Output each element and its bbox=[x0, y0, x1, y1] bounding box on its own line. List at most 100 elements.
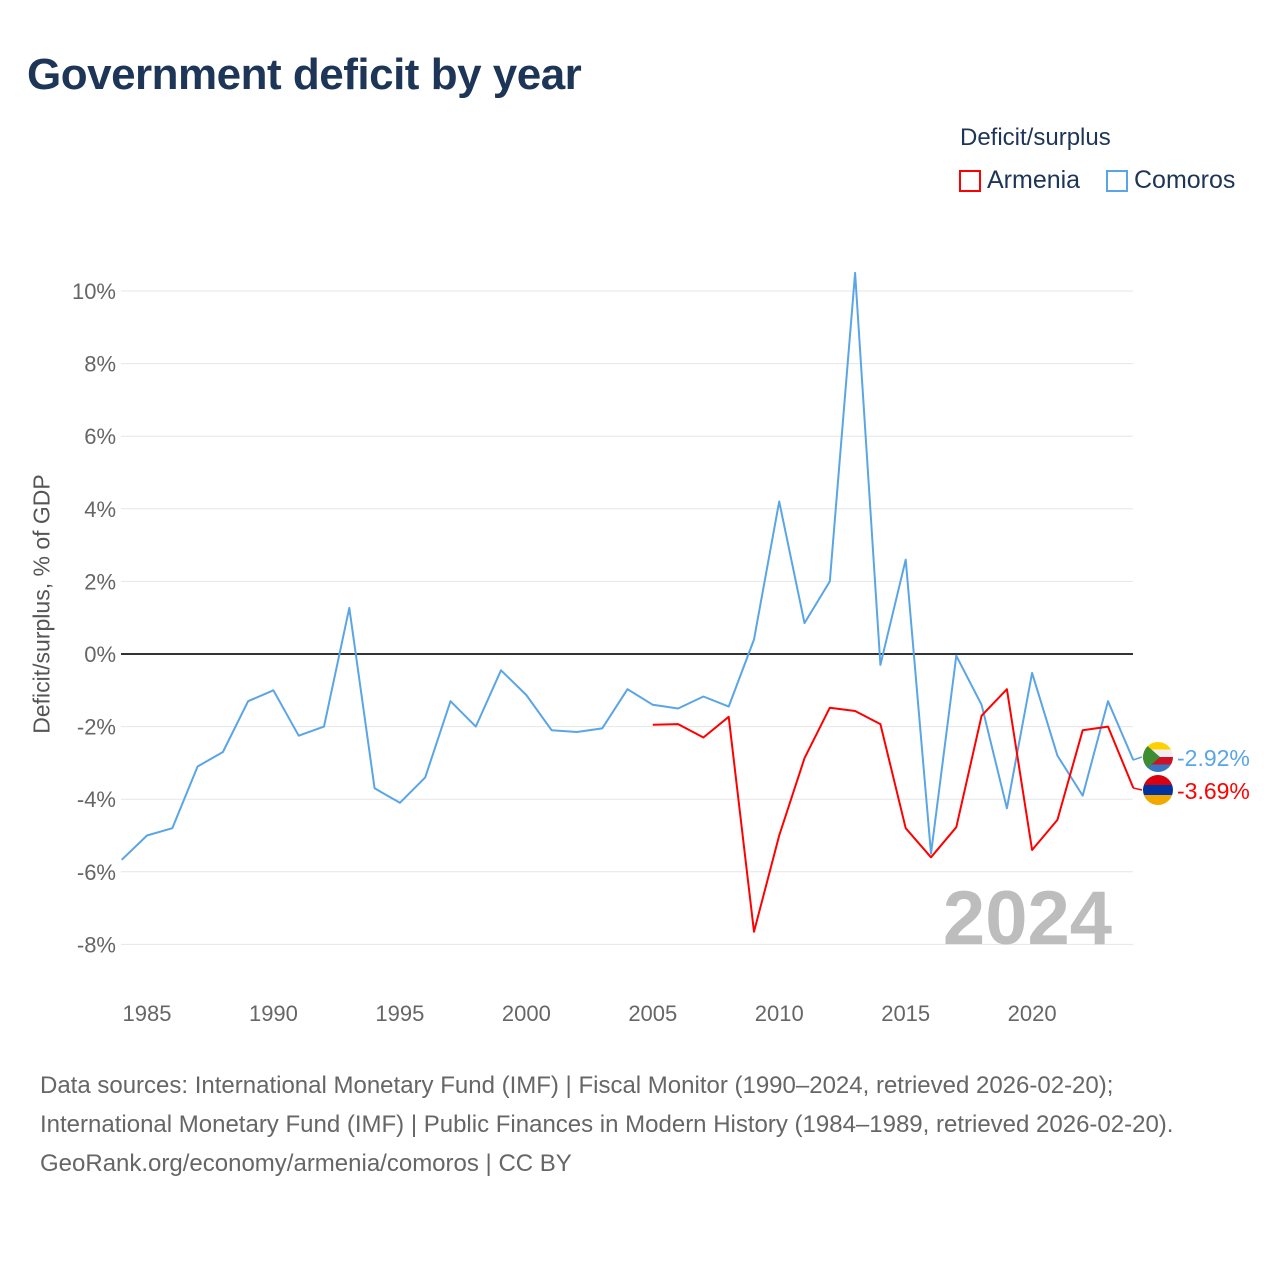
flag-icon-armenia bbox=[1143, 775, 1173, 805]
data-point-comoros bbox=[296, 733, 302, 739]
data-point-comoros bbox=[270, 687, 276, 693]
data-point-comoros bbox=[827, 578, 833, 584]
y-tick-label: 4% bbox=[84, 497, 116, 522]
x-tick-label: 1985 bbox=[123, 1001, 172, 1026]
data-point-comoros bbox=[447, 698, 453, 704]
data-point-armenia bbox=[802, 755, 808, 761]
data-point-comoros bbox=[144, 833, 150, 839]
data-point-comoros bbox=[979, 702, 985, 708]
data-point-comoros bbox=[321, 724, 327, 730]
data-point-armenia bbox=[650, 722, 656, 728]
data-point-comoros bbox=[700, 693, 706, 699]
data-point-comoros bbox=[346, 605, 352, 611]
y-tick-label: -6% bbox=[77, 860, 116, 885]
y-tick-label: -8% bbox=[77, 932, 116, 957]
end-value-label-comoros: -2.92% bbox=[1177, 745, 1250, 771]
data-point-armenia bbox=[1054, 817, 1060, 823]
data-point-comoros bbox=[903, 557, 909, 563]
y-tick-label: 10% bbox=[72, 279, 116, 304]
data-point-armenia bbox=[877, 721, 883, 727]
end-connector bbox=[1132, 756, 1143, 761]
data-point-comoros bbox=[119, 857, 125, 863]
data-point-armenia bbox=[776, 833, 782, 839]
data-point-comoros bbox=[195, 764, 201, 770]
y-tick-label: 8% bbox=[84, 352, 116, 377]
data-point-comoros bbox=[852, 270, 858, 276]
data-point-armenia bbox=[1105, 724, 1111, 730]
data-point-armenia bbox=[700, 734, 706, 740]
data-point-comoros bbox=[549, 727, 555, 733]
flag-stripe bbox=[1143, 785, 1173, 795]
flag-stripe bbox=[1143, 795, 1173, 805]
x-tick-label: 2005 bbox=[628, 1001, 677, 1026]
data-point-armenia bbox=[1080, 727, 1086, 733]
data-point-comoros bbox=[802, 620, 808, 626]
data-point-comoros bbox=[599, 725, 605, 731]
series-line-comoros bbox=[121, 271, 1135, 861]
data-point-armenia bbox=[852, 708, 858, 714]
data-point-comoros bbox=[1105, 698, 1111, 704]
data-point-armenia bbox=[1029, 847, 1035, 853]
data-point-comoros bbox=[574, 729, 580, 735]
flag-stripe bbox=[1143, 757, 1173, 765]
data-point-comoros bbox=[776, 499, 782, 505]
y-tick-label: 0% bbox=[84, 642, 116, 667]
data-point-armenia bbox=[751, 929, 757, 935]
flag-icon-comoros bbox=[1143, 742, 1173, 772]
legend-label: Comoros bbox=[1134, 166, 1236, 194]
data-point-comoros bbox=[245, 698, 251, 704]
data-point-armenia bbox=[1004, 686, 1010, 692]
chart-title: Government deficit by year bbox=[27, 50, 582, 99]
x-tick-label: 2015 bbox=[881, 1001, 930, 1026]
data-point-comoros bbox=[726, 704, 732, 710]
legend-swatch-armenia bbox=[959, 169, 981, 192]
legend-title: Deficit/surplus bbox=[960, 124, 1111, 151]
data-point-armenia bbox=[979, 713, 985, 719]
flag-body bbox=[1143, 775, 1173, 805]
data-point-armenia bbox=[827, 705, 833, 711]
data-point-comoros bbox=[220, 749, 226, 755]
data-point-armenia bbox=[953, 824, 959, 830]
x-tick-label: 2020 bbox=[1008, 1001, 1057, 1026]
data-point-armenia bbox=[726, 714, 732, 720]
data-point-armenia bbox=[903, 825, 909, 831]
data-point-comoros bbox=[953, 653, 959, 659]
flag-body bbox=[1143, 742, 1173, 772]
data-point-comoros bbox=[751, 636, 757, 642]
data-point-comoros bbox=[372, 785, 378, 791]
data-sources: Data sources: International Monetary Fun… bbox=[40, 1072, 1174, 1138]
flag-stripe bbox=[1143, 742, 1173, 750]
y-tick-label: 6% bbox=[84, 424, 116, 449]
y-tick-label: -2% bbox=[77, 715, 116, 740]
data-point-comoros bbox=[877, 662, 883, 668]
data-point-comoros bbox=[1004, 805, 1010, 811]
data-point-comoros bbox=[650, 702, 656, 708]
y-tick-label: -4% bbox=[77, 787, 116, 812]
y-tick-label: 2% bbox=[84, 569, 116, 594]
flag-stripe bbox=[1143, 775, 1173, 785]
data-point-armenia bbox=[675, 721, 681, 727]
line-chart: 10% 8% 6% 4% 2% 0% -2% -4% -6% -8% 1985 1990 1995 200… bbox=[72, 270, 1250, 1026]
end-value-label-armenia: -3.69% bbox=[1177, 778, 1250, 804]
data-point-comoros bbox=[473, 724, 479, 730]
legend-item-armenia[interactable]: Armenia bbox=[959, 166, 1080, 195]
flag-stripe bbox=[1143, 749, 1173, 757]
data-point-comoros bbox=[397, 800, 403, 806]
legend-label: Armenia bbox=[987, 166, 1081, 194]
flag-stripe bbox=[1143, 764, 1173, 772]
x-tick-label: 2000 bbox=[502, 1001, 551, 1026]
source-link[interactable]: GeoRank.org/economy/armenia/comoros | CC… bbox=[40, 1150, 572, 1177]
x-tick-label: 2010 bbox=[755, 1001, 804, 1026]
legend-item-comoros[interactable]: Comoros bbox=[1106, 166, 1235, 195]
legend-swatch-comoros bbox=[1106, 169, 1128, 192]
data-point-comoros bbox=[1054, 753, 1060, 759]
series-line-armenia bbox=[652, 688, 1135, 933]
footer: Data sources: International Monetary Fun… bbox=[40, 1066, 1240, 1183]
data-point-armenia bbox=[928, 854, 934, 860]
data-point-comoros bbox=[675, 705, 681, 711]
x-tick-label: 1995 bbox=[375, 1001, 424, 1026]
year-watermark: 2024 bbox=[943, 876, 1112, 961]
data-point-comoros bbox=[1029, 670, 1035, 676]
flag-triangle bbox=[1143, 742, 1160, 772]
x-tick-label: 1990 bbox=[249, 1001, 298, 1026]
